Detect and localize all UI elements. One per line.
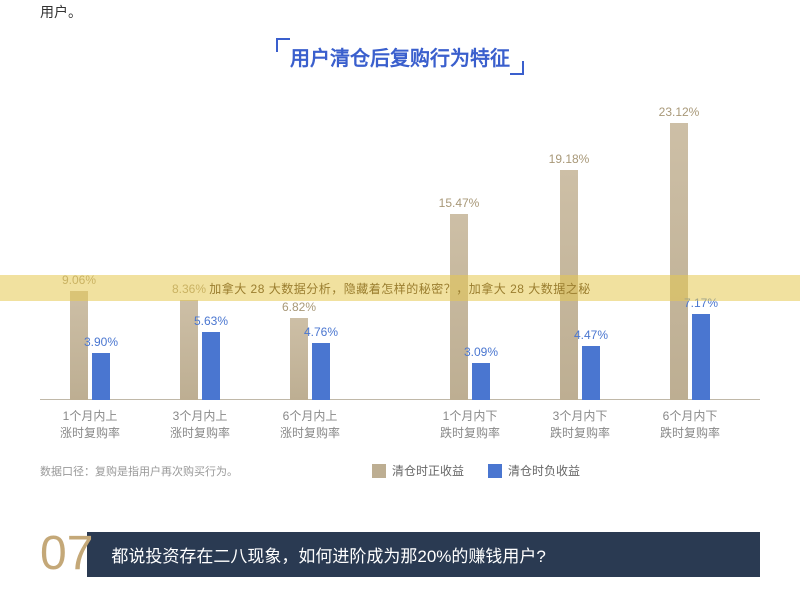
legend-pos: 清仓时正收益	[372, 462, 464, 479]
x-axis-label: 6个月内下跌时复购率	[645, 408, 735, 442]
x-axis-label: 6个月内上涨时复购率	[265, 408, 355, 442]
legend-neg-label: 清仓时负收益	[508, 462, 580, 479]
bar-group: 15.47% 3.09%	[430, 100, 510, 400]
section-07-number: 07	[40, 530, 93, 578]
bar-pos-label: 15.47%	[429, 196, 489, 210]
chart-title-wrap: 用户清仓后复购行为特征	[0, 38, 800, 75]
bar-pos-label: 23.12%	[649, 105, 709, 119]
bar-group: 19.18% 4.47%	[540, 100, 620, 400]
bar-neg-label: 3.09%	[451, 345, 511, 359]
top-fragment-text: 用户。	[40, 2, 82, 22]
x-axis-label: 3个月内下跌时复购率	[535, 408, 625, 442]
bar-neg-label: 4.47%	[561, 328, 621, 342]
bar-neg-label: 3.90%	[71, 335, 131, 349]
bar-neg	[312, 343, 330, 400]
bar-group: 9.06%3.90%	[50, 100, 130, 400]
legend-pos-label: 清仓时正收益	[392, 462, 464, 479]
legend-pos-swatch	[372, 464, 386, 478]
bar-neg	[472, 363, 490, 400]
bar-group: 6.82% 4.76%	[270, 100, 350, 400]
x-axis-labels: 1个月内上涨时复购率 3个月内上涨时复购率 6个月内上涨时复购率 1个月内下跌时复购率…	[40, 408, 760, 448]
bar-pos-label: 6.82%	[269, 300, 329, 314]
section-07-title: 都说投资存在二八现象，如何进阶成为那20%的赚钱用户?	[87, 532, 760, 577]
chart-plot-area: 9.06%3.90% 8.36%5.63% 6.82% 4.76% 15.47% 3.09…	[40, 100, 760, 400]
bar-neg	[582, 346, 600, 400]
chart-title: 用户清仓后复购行为特征	[276, 38, 524, 75]
bar-pos	[670, 123, 688, 400]
legend-neg-swatch	[488, 464, 502, 478]
bar-neg-label: 5.63%	[181, 314, 241, 328]
chart-footnote: 数据口径：复购是指用户再次购买行为。	[40, 463, 238, 479]
chart-legend: 清仓时正收益 清仓时负收益	[372, 462, 580, 479]
watermark-band: 加拿大 28 大数据分析，隐藏着怎样的秘密？，加拿大 28 大数据之秘	[0, 275, 800, 301]
bar-neg	[92, 353, 110, 400]
bar-pos-label: 19.18%	[539, 152, 599, 166]
bar-neg-label: 4.76%	[291, 325, 351, 339]
x-axis-label: 3个月内上涨时复购率	[155, 408, 245, 442]
bar-neg	[202, 332, 220, 400]
chart-footer-row: 数据口径：复购是指用户再次购买行为。 清仓时正收益 清仓时负收益	[40, 462, 760, 479]
legend-neg: 清仓时负收益	[488, 462, 580, 479]
bar-pos	[450, 214, 468, 400]
bar-group: 8.36%5.63%	[160, 100, 240, 400]
x-axis-label: 1个月内上涨时复购率	[45, 408, 135, 442]
bar-neg	[692, 314, 710, 400]
bar-group: 23.12%7.17%	[650, 100, 730, 400]
x-axis-label: 1个月内下跌时复购率	[425, 408, 515, 442]
section-07: 07 都说投资存在二八现象，如何进阶成为那20%的赚钱用户?	[40, 530, 760, 578]
